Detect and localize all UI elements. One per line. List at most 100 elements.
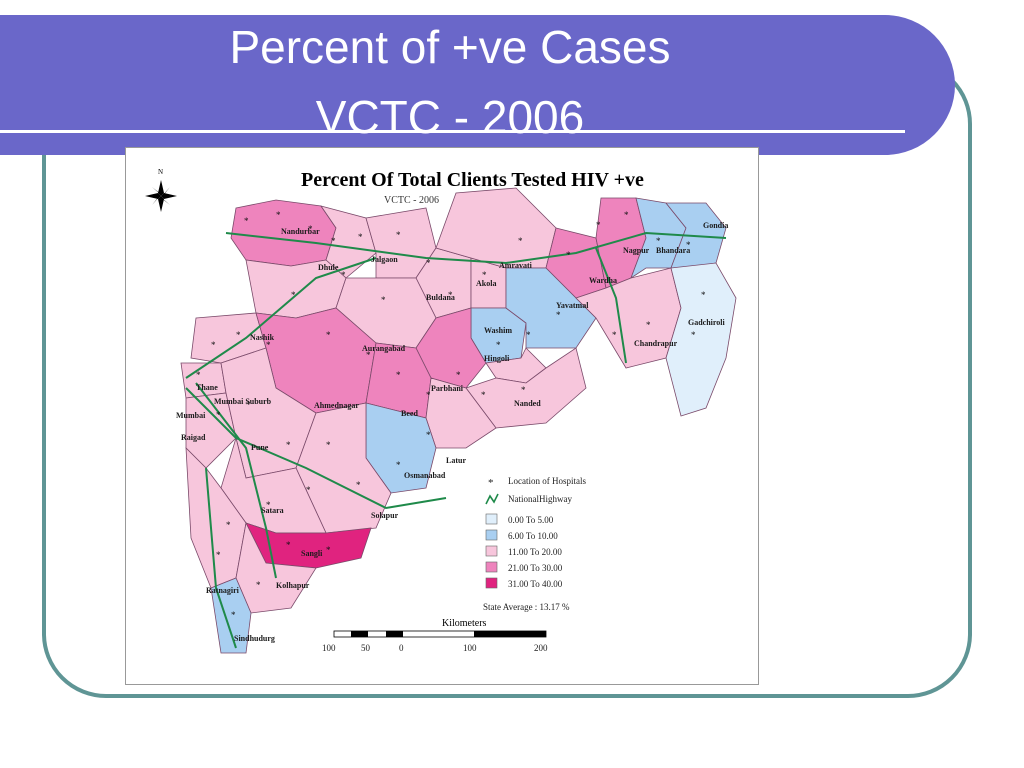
svg-text:*: * bbox=[624, 210, 629, 220]
label-kolhapur: Kolhapur bbox=[276, 581, 310, 590]
label-buldana: Buldana bbox=[426, 293, 455, 302]
svg-text:*: * bbox=[396, 370, 401, 380]
label-osmanabad: Osmanabad bbox=[404, 471, 446, 480]
svg-text:*: * bbox=[358, 232, 363, 242]
svg-text:*: * bbox=[226, 520, 231, 530]
label-thane: Thane bbox=[196, 383, 218, 392]
label-nashik: Nashik bbox=[250, 333, 275, 342]
map-legend: * Location of Hospitals NationalHighway … bbox=[483, 476, 586, 612]
label-mumbai: Mumbai bbox=[176, 411, 206, 420]
label-mumbai-suburb: Mumbai Suburb bbox=[214, 397, 272, 406]
svg-text:*: * bbox=[216, 410, 221, 420]
map-panel: N Percent Of Total Clients Tested HIV +v… bbox=[125, 147, 759, 685]
svg-text:*: * bbox=[596, 220, 601, 230]
label-latur: Latur bbox=[446, 456, 466, 465]
svg-text:*: * bbox=[196, 370, 201, 380]
svg-text:*: * bbox=[656, 236, 661, 246]
label-pune: Pune bbox=[251, 443, 269, 452]
national-highways bbox=[185, 231, 727, 649]
map-subtitle: VCTC - 2006 bbox=[384, 195, 439, 206]
svg-text:*: * bbox=[216, 550, 221, 560]
svg-text:*: * bbox=[381, 295, 386, 305]
label-nandurbar: Nandurbar bbox=[281, 227, 320, 236]
district-nanded bbox=[465, 347, 587, 429]
label-jalgaon: Jalgaon bbox=[371, 255, 398, 264]
legend-class-1: 6.00 To 10.00 bbox=[508, 531, 558, 541]
label-ahmednagar: Ahmednagar bbox=[314, 401, 359, 410]
svg-text:*: * bbox=[518, 236, 523, 246]
label-raigad: Raigad bbox=[181, 433, 206, 442]
slide-title-line2: VCTC - 2006 bbox=[315, 91, 585, 143]
svg-text:*: * bbox=[566, 250, 571, 260]
svg-text:*: * bbox=[456, 370, 461, 380]
label-bhandara: Bhandara bbox=[656, 246, 690, 255]
title-underline bbox=[0, 130, 905, 133]
legend-swatch-2 bbox=[485, 545, 498, 557]
svg-text:*: * bbox=[291, 290, 296, 300]
label-dhule: Dhule bbox=[318, 263, 339, 272]
north-label: N bbox=[158, 168, 163, 176]
slide-title-line1: Percent of +ve Cases bbox=[229, 21, 671, 73]
svg-text:*: * bbox=[231, 610, 236, 620]
scale-tick-0: 100 bbox=[322, 643, 336, 653]
svg-text:*: * bbox=[448, 290, 453, 300]
svg-text:*: * bbox=[326, 440, 331, 450]
legend-swatch-3 bbox=[485, 561, 498, 573]
label-akola: Akola bbox=[476, 279, 496, 288]
label-gondia: Gondia bbox=[703, 221, 728, 230]
scale-tick-2: 0 bbox=[399, 643, 404, 653]
svg-text:*: * bbox=[426, 390, 431, 400]
svg-text:*: * bbox=[286, 440, 291, 450]
svg-text:*: * bbox=[236, 330, 241, 340]
svg-text:*: * bbox=[521, 385, 526, 395]
svg-text:*: * bbox=[482, 270, 487, 280]
legend-class-2: 11.00 To 20.00 bbox=[508, 547, 562, 557]
svg-text:*: * bbox=[396, 230, 401, 240]
label-sangli: Sangli bbox=[301, 549, 323, 558]
label-yavatmal: Yavatmal bbox=[556, 301, 589, 310]
district-labels: Nandurbar Dhule Jalgaon Buldana Akola Am… bbox=[176, 221, 728, 643]
label-washim: Washim bbox=[484, 326, 512, 335]
svg-text:*: * bbox=[366, 350, 371, 360]
legend-swatch-4 bbox=[485, 577, 498, 589]
label-solapur: Solapur bbox=[371, 511, 399, 520]
svg-text:*: * bbox=[526, 330, 531, 340]
compass-icon bbox=[145, 180, 177, 212]
district-gadchiroli bbox=[665, 262, 737, 417]
state-average: State Average : 13.17 % bbox=[483, 602, 570, 612]
legend-swatch-1 bbox=[485, 529, 498, 541]
label-beed: Beed bbox=[401, 409, 418, 418]
svg-text:*: * bbox=[426, 430, 431, 440]
svg-text:*: * bbox=[211, 340, 216, 350]
svg-text:*: * bbox=[426, 258, 431, 268]
svg-text:*: * bbox=[276, 210, 281, 220]
svg-text:*: * bbox=[496, 340, 501, 350]
district-layer bbox=[180, 187, 737, 654]
label-sindhudurg: Sindhudurg bbox=[234, 634, 275, 643]
label-parbhani: Parbhani bbox=[431, 384, 464, 393]
label-chandrapur: Chandrapur bbox=[634, 339, 678, 348]
legend-class-0: 0.00 To 5.00 bbox=[508, 515, 554, 525]
scale-tick-3: 100 bbox=[463, 643, 477, 653]
label-ratnagiri: Ratnagiri bbox=[206, 586, 240, 595]
svg-text:*: * bbox=[246, 400, 251, 410]
legend-class-3: 21.00 To 30.00 bbox=[508, 563, 563, 573]
district-raigad bbox=[185, 392, 237, 469]
svg-text:*: * bbox=[306, 485, 311, 495]
svg-text:*: * bbox=[701, 290, 706, 300]
svg-text:*: * bbox=[612, 330, 617, 340]
district-nagpur bbox=[595, 197, 647, 289]
svg-text:*: * bbox=[691, 330, 696, 340]
highway-icon bbox=[485, 493, 499, 505]
legend-class-4: 31.00 To 40.00 bbox=[508, 579, 563, 589]
svg-text:*: * bbox=[396, 460, 401, 470]
hospital-markers: * * * * * * * * * * * * * * * * * * * * * * * * * * * * * * … bbox=[196, 210, 706, 620]
svg-text:*: * bbox=[266, 500, 271, 510]
svg-text:*: * bbox=[256, 580, 261, 590]
svg-text:*: * bbox=[326, 330, 331, 340]
svg-text:*: * bbox=[356, 480, 361, 490]
label-gadchiroli: Gadchiroli bbox=[688, 318, 726, 327]
label-amravati: Amravati bbox=[499, 261, 533, 270]
legend-hospitals: Location of Hospitals bbox=[508, 476, 586, 486]
legend-swatch-0 bbox=[485, 513, 498, 525]
